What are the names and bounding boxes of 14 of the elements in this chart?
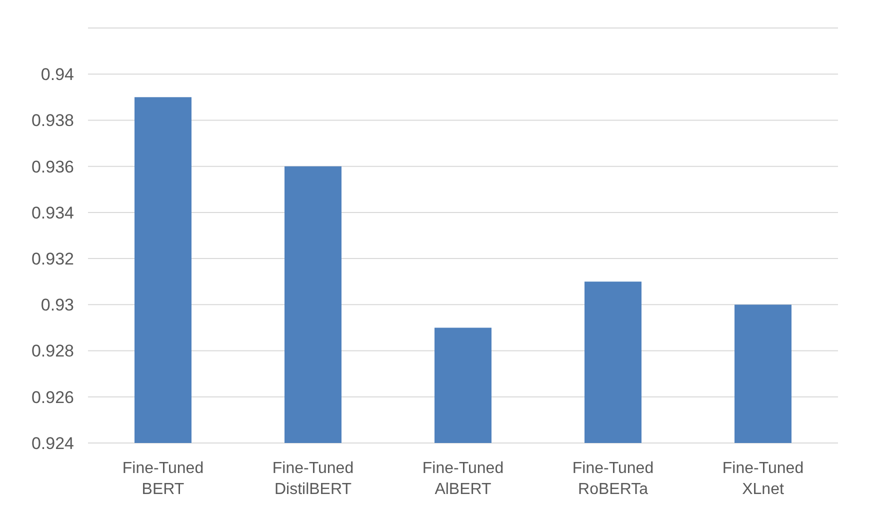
y-tick-label: 0.934 <box>31 203 74 222</box>
y-tick-label: 0.924 <box>31 434 74 453</box>
y-tick-label: 0.94 <box>40 65 74 84</box>
x-tick-label: Fine-Tuned BERT <box>122 460 204 498</box>
y-tick-label: 0.936 <box>31 157 74 176</box>
y-tick-label: 0.928 <box>31 342 74 361</box>
y-tick-label: 0.938 <box>31 111 74 130</box>
x-tick-label: Fine-Tuned DistilBERT <box>272 460 354 498</box>
x-tick-label: Fine-Tuned AlBERT <box>422 460 504 498</box>
y-tick-label: 0.932 <box>31 250 74 269</box>
x-tick-label: Fine-Tuned XLnet <box>722 460 804 498</box>
x-tick-label: Fine-Tuned RoBERTa <box>572 460 654 498</box>
y-tick-label: 0.926 <box>31 388 74 407</box>
y-tick-label: 0.93 <box>40 296 74 315</box>
